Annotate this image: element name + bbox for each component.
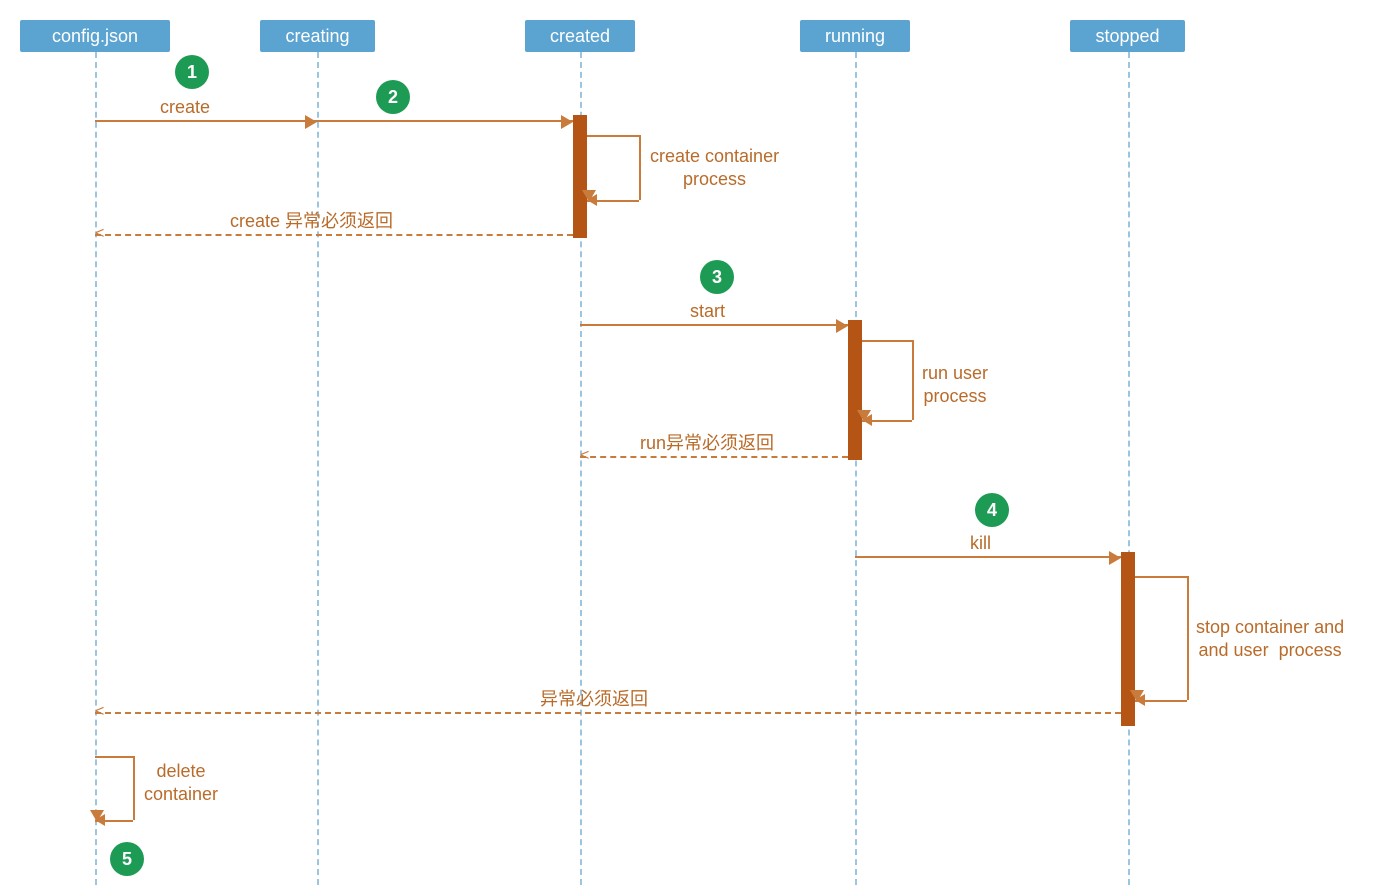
- message-label-self2: run user process: [922, 362, 988, 407]
- step-badge-1: 1: [175, 55, 209, 89]
- lifeline-config: [95, 52, 97, 885]
- arrowhead-right: [836, 319, 848, 333]
- return-line: [580, 456, 848, 458]
- arrowhead-left: <: [580, 448, 589, 464]
- step-badge-2: 2: [376, 80, 410, 114]
- self-loop-v: [1187, 576, 1189, 700]
- self-loop-v: [639, 135, 641, 200]
- participant-stopped: stopped: [1070, 20, 1185, 52]
- lifeline-creating: [317, 52, 319, 885]
- message-line: [580, 324, 848, 326]
- step-badge-5: 5: [110, 842, 144, 876]
- message-line: [317, 120, 573, 122]
- message-line: [862, 340, 912, 342]
- message-label-self3: stop container and and user process: [1196, 616, 1344, 661]
- arrowhead-left-solid: [95, 814, 105, 826]
- participant-running: running: [800, 20, 910, 52]
- message-label-m2: start: [690, 300, 725, 323]
- arrowhead-right: [1109, 551, 1121, 565]
- arrowhead-right: [305, 115, 317, 129]
- message-label-m3: kill: [970, 532, 991, 555]
- step-badge-3: 3: [700, 260, 734, 294]
- return-line: [95, 234, 573, 236]
- message-line: [95, 756, 133, 758]
- participant-config: config.json: [20, 20, 170, 52]
- self-loop-v: [912, 340, 914, 420]
- arrowhead-left-solid: [862, 414, 872, 426]
- arrowhead-left-solid: [1135, 694, 1145, 706]
- message-line: [95, 120, 317, 122]
- participant-creating: creating: [260, 20, 375, 52]
- message-label-m1: create: [160, 96, 210, 119]
- message-label-self1: create container process: [650, 145, 779, 190]
- lifeline-stopped: [1128, 52, 1130, 885]
- message-label-self4: delete container: [144, 760, 218, 805]
- lifeline-running: [855, 52, 857, 885]
- return-line: [95, 712, 1121, 714]
- sequence-diagram: config.json creating created running stopped…: [0, 0, 1388, 896]
- arrowhead-left-solid: [587, 194, 597, 206]
- message-label-r3: 异常必须返回: [540, 688, 648, 711]
- arrowhead-left: <: [95, 226, 104, 242]
- arrowhead-left: <: [95, 704, 104, 720]
- message-line: [1135, 576, 1187, 578]
- message-line: [587, 135, 639, 137]
- step-badge-4: 4: [975, 493, 1009, 527]
- participant-created: created: [525, 20, 635, 52]
- activation-running: [848, 320, 862, 460]
- message-label-r1: create 异常必须返回: [230, 210, 393, 233]
- self-loop-v: [133, 756, 135, 820]
- message-line: [855, 556, 1121, 558]
- activation-created: [573, 115, 587, 238]
- message-label-r2: run异常必须返回: [640, 432, 774, 455]
- arrowhead-right: [561, 115, 573, 129]
